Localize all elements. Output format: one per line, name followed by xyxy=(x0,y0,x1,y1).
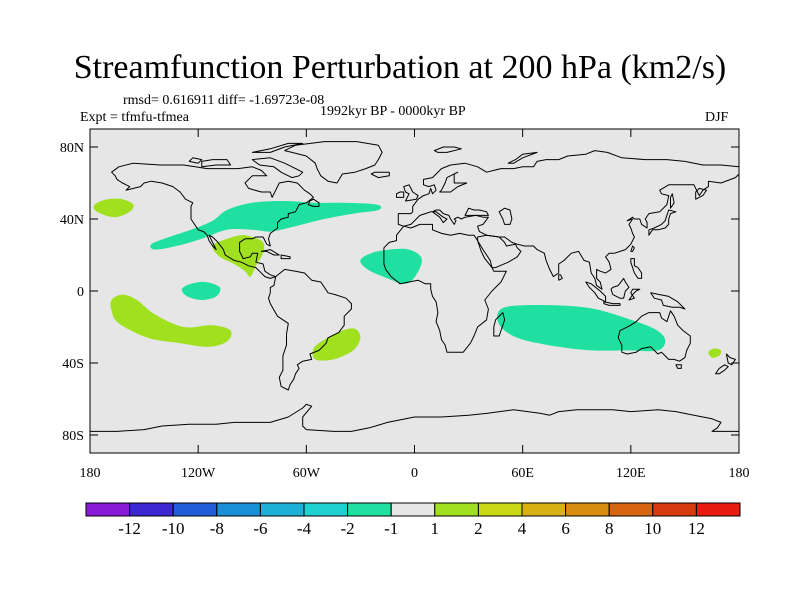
coastline-australia xyxy=(617,310,691,362)
coastline-tasmania xyxy=(675,364,682,369)
y-tick-label: 40N xyxy=(60,213,84,228)
x-tick-label: 60W xyxy=(293,466,321,481)
coastline-taiwan xyxy=(630,245,635,252)
coastline-black-sea xyxy=(464,207,489,216)
coastline-victoria-island xyxy=(201,159,232,168)
contour-region-pos-south-atlantic xyxy=(312,328,361,361)
coastline-borneo xyxy=(610,277,630,299)
colorbar-label: -12 xyxy=(118,519,141,538)
coastline-ireland xyxy=(396,191,405,198)
colorbar-label: 10 xyxy=(644,519,661,538)
y-tick-label: 80N xyxy=(60,141,84,156)
coastline-baltic xyxy=(439,171,468,193)
colorbar-label: -8 xyxy=(210,519,224,538)
x-tick-label: 120E xyxy=(616,466,646,481)
coastline-ellesmere xyxy=(251,142,304,153)
colorbar-label: 6 xyxy=(561,519,570,538)
coastline-greenland xyxy=(284,141,383,184)
contour-region-pos-north-pacific xyxy=(93,198,134,218)
colorbar: -12 -10 -8 -6 -4 -2 -1 1 2 4 6 8 10 12 xyxy=(85,502,741,538)
coastline-great-britain xyxy=(403,184,419,202)
coastline-sakhalin xyxy=(670,193,675,209)
colorbar-label: -2 xyxy=(341,519,355,538)
y-tick-label: 80S xyxy=(62,429,84,444)
coastline-cuba xyxy=(260,249,280,256)
axis-labels: 80N 40N 0 40S 80S 180 120W 60W 0 60E 120E 180 xyxy=(60,141,750,481)
period-label: 1992kyr BP - 0000kyr BP xyxy=(320,104,466,119)
colorbar-swatch xyxy=(434,502,479,517)
y-tick-label: 0 xyxy=(77,285,84,300)
coastline-caspian xyxy=(498,207,513,225)
colorbar-label: 8 xyxy=(605,519,614,538)
colorbar-swatch xyxy=(347,502,392,517)
y-tick-label: 40S xyxy=(62,357,84,372)
x-tick-label: 60E xyxy=(511,466,534,481)
x-tick-label: 180 xyxy=(729,466,750,481)
colorbar-swatch xyxy=(129,502,174,517)
colorbar-swatch xyxy=(652,502,697,517)
season-label: DJF xyxy=(705,110,729,125)
chart-title: Streamfunction Perturbation at 200 hPa (… xyxy=(73,49,727,86)
contour-region-neg-north-america-atlantic xyxy=(150,201,382,250)
coastline-eurasia xyxy=(397,150,739,290)
coastline-baffin-island xyxy=(251,157,304,179)
coastline-new-guinea xyxy=(650,292,686,310)
colorbar-swatch xyxy=(695,502,741,517)
coastline-svalbard xyxy=(433,146,462,153)
contour-region-pos-tasman xyxy=(708,348,722,358)
colorbar-label: 2 xyxy=(474,519,483,538)
colorbar-swatch xyxy=(521,502,567,517)
x-tick-label: 180 xyxy=(80,466,101,481)
x-tick-label: 120W xyxy=(181,466,216,481)
colorbar-label: -1 xyxy=(384,519,398,538)
coastline-sri-lanka xyxy=(558,274,563,281)
coastline-layer xyxy=(90,141,739,432)
contour-region-pos-south-pacific xyxy=(110,294,232,347)
colorbar-label: 12 xyxy=(688,519,705,538)
coastline-java xyxy=(603,301,621,306)
experiment-label: Expt = tfmfu-tfmea xyxy=(80,110,189,125)
colorbar-swatch xyxy=(565,502,610,517)
colorbar-label: -4 xyxy=(297,519,312,538)
coastline-africa xyxy=(383,223,507,353)
colorbar-swatch xyxy=(85,502,131,517)
coastline-sulawesi xyxy=(628,288,641,301)
stats-line: rmsd= 0.616911 diff= -1.69723e-08 xyxy=(123,93,325,108)
contour-region-neg-west-africa xyxy=(360,248,422,284)
colorbar-swatch xyxy=(259,502,305,517)
coastline-banks-island xyxy=(188,157,203,164)
map-frame xyxy=(89,128,740,454)
coastline-new-zealand-south xyxy=(715,364,729,375)
colorbar-label: -10 xyxy=(162,519,185,538)
contour-region-neg-east-pacific xyxy=(181,281,221,300)
contour-region-neg-indian-ocean xyxy=(497,304,666,352)
colorbar-swatch xyxy=(303,502,349,517)
colorbar-swatch xyxy=(172,502,218,517)
colorbar-swatch xyxy=(608,502,654,517)
coastline-iceland xyxy=(370,171,390,179)
coastline-kamchatka xyxy=(695,187,707,200)
colorbar-label: 1 xyxy=(431,519,440,538)
coastline-north-america xyxy=(111,162,314,279)
colorbar-swatch xyxy=(216,502,261,517)
coastline-philippines xyxy=(630,258,643,279)
colorbar-label: 4 xyxy=(518,519,527,538)
coastline-newfoundland xyxy=(307,198,320,207)
contour-layer xyxy=(93,198,722,361)
x-tick-label: 0 xyxy=(411,466,418,481)
coastline-hispaniola xyxy=(280,254,291,260)
coastline-novaya-zemlya xyxy=(507,151,538,164)
coastline-japan xyxy=(648,209,677,236)
colorbar-swatch xyxy=(390,502,436,517)
coastline-madagascar xyxy=(493,312,506,337)
coastline-antarctica xyxy=(90,403,739,432)
coastline-south-america xyxy=(268,268,352,391)
colorbar-label: -6 xyxy=(253,519,267,538)
colorbar-swatch xyxy=(477,502,523,517)
coastline-new-zealand-north xyxy=(725,353,736,366)
